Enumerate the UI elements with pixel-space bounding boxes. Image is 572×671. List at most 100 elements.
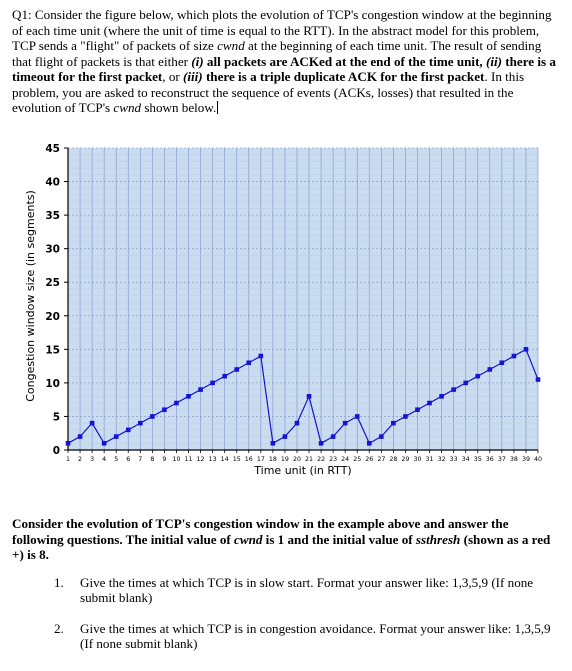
data-point <box>366 440 372 446</box>
x-tick-label: 19 <box>281 456 289 463</box>
data-point <box>523 347 529 352</box>
data-point <box>451 387 456 392</box>
x-tick-label: 37 <box>498 456 506 463</box>
x-tick-label: 27 <box>377 456 385 463</box>
cwnd-term: cwnd <box>217 38 245 53</box>
data-point <box>487 367 493 372</box>
item-number: 1. <box>54 575 64 590</box>
data-point <box>439 394 444 399</box>
x-tick-label: 21 <box>305 456 313 463</box>
data-point <box>342 420 348 426</box>
x-tick-label: 13 <box>209 456 217 463</box>
data-point <box>306 394 312 399</box>
list-item: 1. Give the times at which TCP is in slow… <box>54 575 554 605</box>
x-tick-label: 11 <box>185 456 193 463</box>
x-tick-label: 39 <box>522 456 530 463</box>
series-line <box>67 348 539 445</box>
x-tick-label: 40 <box>534 456 542 463</box>
data-point <box>391 420 396 426</box>
x-tick-label: 33 <box>450 456 458 463</box>
sub-question-c: (shown as a red +) is 8. <box>12 531 551 563</box>
y-tick-label: 30 <box>45 244 60 256</box>
data-point <box>330 434 336 439</box>
chart-series <box>65 347 541 446</box>
x-tick-label: 25 <box>353 456 361 463</box>
x-tick-label: 10 <box>172 456 180 463</box>
question-list: 1. Give the times at which TCP is in slow… <box>54 575 554 667</box>
option-2-num: (ii) <box>485 53 502 69</box>
y-tick-label: 40 <box>45 177 60 189</box>
x-tick-label: 38 <box>510 456 518 463</box>
data-point <box>535 377 541 382</box>
sub-question: Consider the evolution of TCP's congesti… <box>12 516 560 563</box>
plot-area <box>68 148 538 450</box>
x-tick-label: 22 <box>317 456 325 463</box>
x-tick-label: 6 <box>126 456 130 463</box>
data-point <box>113 434 119 439</box>
x-tick-label: 36 <box>486 456 494 463</box>
cwnd-term-2: cwnd <box>113 100 142 115</box>
data-point <box>379 434 384 439</box>
data-point <box>427 400 432 406</box>
data-point <box>198 387 203 392</box>
chart-grid <box>67 147 539 450</box>
sub-cwnd-term: cwnd <box>234 531 263 547</box>
x-tick-label: 28 <box>389 456 397 463</box>
data-point <box>162 407 167 413</box>
text-cursor <box>217 101 219 114</box>
option-1: all packets are ACKed at the end of the … <box>203 53 486 69</box>
data-point <box>150 414 155 419</box>
question-intro: Q1: Consider the figure below, which plo… <box>12 7 552 53</box>
x-tick-label: 17 <box>257 456 265 463</box>
x-tick-label: 12 <box>197 456 205 463</box>
question-intro-b: at the beginning of each time unit. The … <box>12 38 542 69</box>
y-tick-label: 45 <box>45 143 60 155</box>
question-intro-c: . In this problem, you are asked to reco… <box>12 69 525 115</box>
y-tick-label: 0 <box>53 445 60 457</box>
data-point <box>354 414 360 419</box>
x-tick-label: 32 <box>438 456 446 463</box>
data-point <box>65 440 71 446</box>
x-tick-label: 34 <box>462 456 470 463</box>
x-tick-label: 7 <box>138 456 142 463</box>
y-tick-label: 20 <box>45 311 60 323</box>
data-point <box>174 400 179 406</box>
list-item: 2. Give the times at which TCP is in cong… <box>54 621 554 651</box>
data-point <box>138 420 143 426</box>
y-tick-label: 25 <box>45 277 60 289</box>
item-text: Give the times at which TCP is in conges… <box>80 621 551 651</box>
x-tick-label: 1 <box>66 456 70 463</box>
sub-question-b: is 1 and the initial value of <box>262 531 416 547</box>
data-point <box>234 367 240 372</box>
x-tick-label: 26 <box>365 456 373 463</box>
y-axis-label: Congestion window size (in segments) <box>24 190 37 402</box>
x-tick-label: 9 <box>162 456 166 463</box>
question-or: , or <box>162 69 184 84</box>
item-text: Give the times at which TCP is in slow s… <box>80 575 534 605</box>
data-point <box>186 394 191 399</box>
data-point <box>210 380 215 386</box>
data-point <box>125 427 131 433</box>
data-point <box>246 360 252 366</box>
x-tick-label: 30 <box>413 456 421 463</box>
x-tick-label: 18 <box>269 456 277 463</box>
item-number: 2. <box>54 621 64 636</box>
x-tick-label: 3 <box>90 456 94 463</box>
data-point <box>511 353 517 359</box>
option-3: there is a triple duplicate ACK for the … <box>202 69 485 84</box>
data-point <box>499 360 505 366</box>
x-tick-label: 35 <box>474 456 482 463</box>
question-text: Q1: Consider the figure below, which plo… <box>12 7 562 116</box>
option-1-num: (i) <box>191 53 204 69</box>
ssthresh-term: ssthresh <box>415 531 461 547</box>
option-2: there is a timeout for the first packet <box>12 53 556 85</box>
x-tick-label: 14 <box>221 456 229 463</box>
data-point <box>270 440 276 446</box>
x-tick-label: 29 <box>401 456 409 463</box>
x-tick-label: 15 <box>233 456 241 463</box>
x-tick-label: 5 <box>114 456 118 463</box>
x-tick-label: 20 <box>293 456 301 463</box>
data-point <box>463 380 468 386</box>
